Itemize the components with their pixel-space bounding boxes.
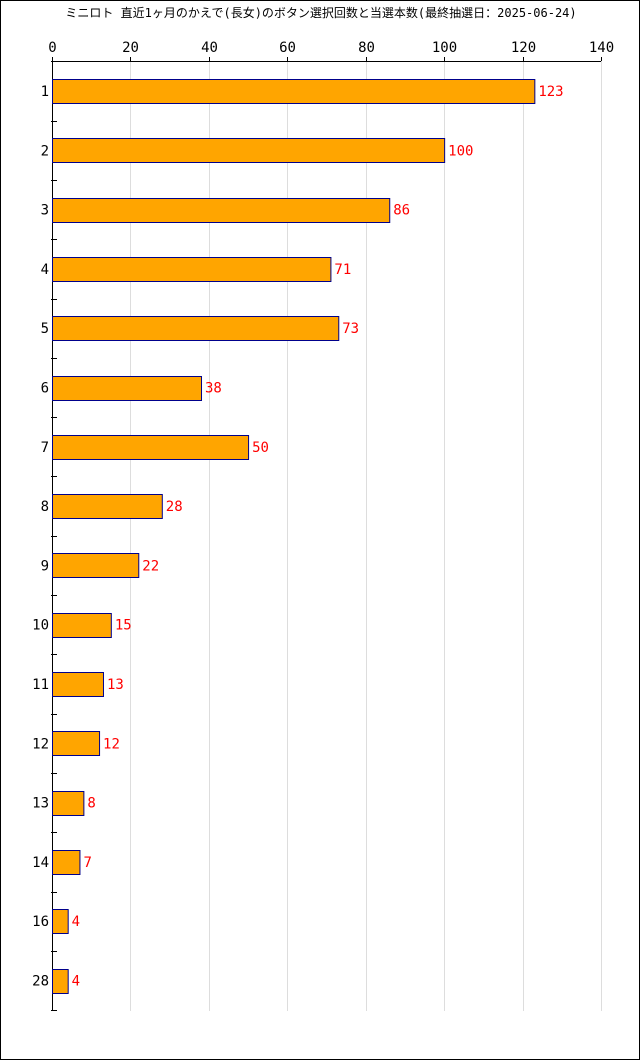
bar <box>52 316 340 341</box>
x-tick-label: 80 <box>358 40 375 56</box>
value-label: 86 <box>393 203 410 219</box>
y-category-label: 5 <box>41 321 49 337</box>
bar <box>52 909 69 934</box>
y-category-label: 10 <box>32 618 49 634</box>
value-label: 4 <box>72 974 80 990</box>
value-label: 50 <box>252 440 269 456</box>
bar <box>52 791 85 816</box>
y-category-label: 13 <box>32 796 49 812</box>
y-category-label: 7 <box>41 440 49 456</box>
bar <box>52 672 104 697</box>
x-tick-label: 0 <box>48 40 56 56</box>
y-category-label: 6 <box>41 381 49 397</box>
bar <box>52 969 69 994</box>
y-category-label: 16 <box>32 914 49 930</box>
x-tick-label: 140 <box>589 40 614 56</box>
value-label: 8 <box>87 796 95 812</box>
value-label: 22 <box>142 558 159 574</box>
x-tick-label: 120 <box>511 40 536 56</box>
bar <box>52 198 391 223</box>
y-category-label: 12 <box>32 736 49 752</box>
value-label: 13 <box>107 677 124 693</box>
value-label: 15 <box>115 618 132 634</box>
bar <box>52 553 140 578</box>
value-label: 4 <box>72 914 80 930</box>
bar <box>52 850 81 875</box>
y-category-label: 11 <box>32 677 49 693</box>
y-category-label: 9 <box>41 558 49 574</box>
y-category-label: 28 <box>32 974 49 990</box>
y-category-label: 8 <box>41 499 49 515</box>
x-tick-label: 100 <box>432 40 457 56</box>
x-tick-label: 40 <box>201 40 218 56</box>
value-label: 123 <box>538 84 563 100</box>
value-label: 28 <box>166 499 183 515</box>
y-category-label: 1 <box>41 84 49 100</box>
value-label: 7 <box>83 855 91 871</box>
y-category-label: 14 <box>32 855 49 871</box>
y-category-label: 3 <box>41 203 49 219</box>
y-category-label: 2 <box>41 143 49 159</box>
bar <box>52 435 250 460</box>
x-tick-label: 20 <box>122 40 139 56</box>
chart-title: ミニロト 直近1ヶ月のかえで(長女)のボタン選択回数と当選本数(最終抽選日：20… <box>65 5 576 20</box>
value-label: 12 <box>103 736 120 752</box>
x-tick-label: 60 <box>279 40 296 56</box>
bar <box>52 79 536 104</box>
bar <box>52 376 203 401</box>
value-label: 71 <box>334 262 351 278</box>
bar <box>52 494 163 519</box>
y-category-label: 4 <box>41 262 49 278</box>
bar <box>52 731 101 756</box>
bar <box>52 138 446 163</box>
value-label: 38 <box>205 381 222 397</box>
bar <box>52 257 332 282</box>
value-label: 73 <box>342 321 359 337</box>
value-label: 100 <box>448 143 473 159</box>
bar <box>52 613 112 638</box>
